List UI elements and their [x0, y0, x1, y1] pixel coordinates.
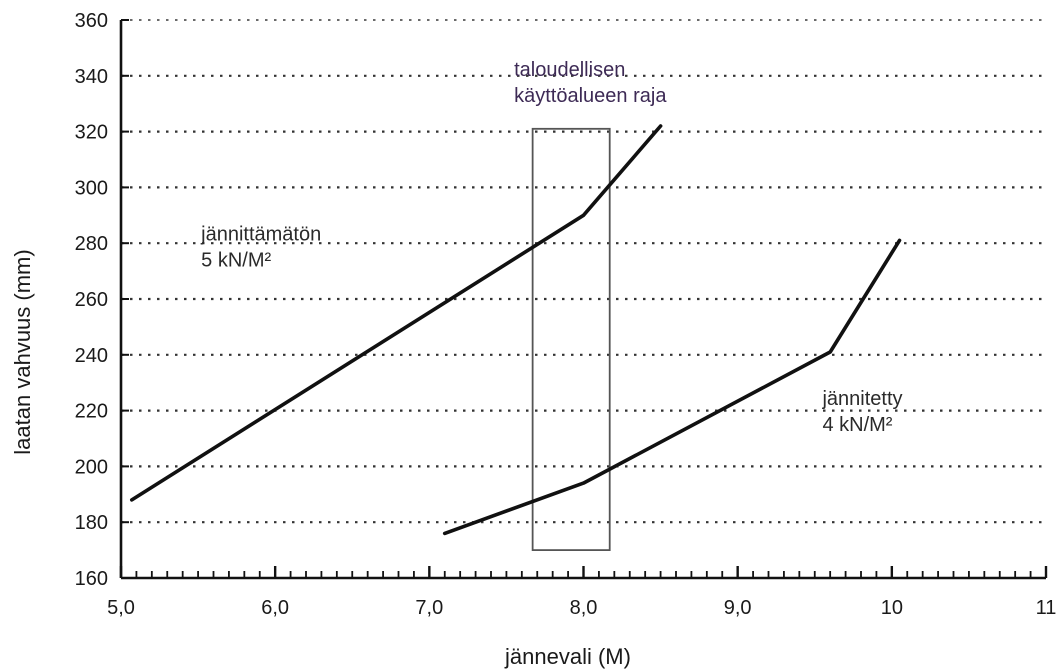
x-tick-label-0: 5,0	[107, 597, 135, 619]
y-tick-label-5: 260	[75, 289, 108, 311]
y-axis-ticks: 160 180 200 220 240 260 280 300 320 340 360	[75, 10, 129, 590]
annotation-1-line-2: käyttöalueen raja	[514, 85, 667, 107]
annotation-3: jännitetty 4 kN/M²	[821, 388, 902, 436]
y-tick-label-8: 320	[75, 122, 108, 144]
series-line-1	[130, 124, 663, 502]
y-tick-label-4: 240	[75, 345, 108, 367]
series-line-2	[442, 238, 902, 536]
series-lines	[130, 124, 902, 536]
x-tick-label-1: 6,0	[261, 597, 289, 619]
y-tick-label-10: 360	[75, 10, 108, 32]
annotation-2-line-1: jännittämätön	[200, 223, 321, 245]
y-tick-label-0: 160	[75, 568, 108, 590]
y-tick-label-6: 280	[75, 233, 108, 255]
annotation-2: jännittämätön 5 kN/M²	[200, 223, 321, 271]
annotation-1: taloudellisen käyttöalueen raja	[514, 59, 667, 107]
y-axis-title: laatan vahvuus (mm)	[10, 249, 35, 454]
annotation-3-line-1: jännitetty	[821, 388, 902, 410]
economic-range-box	[531, 127, 611, 552]
gridlines	[121, 74, 1046, 524]
annotation-2-line-2: 5 kN/M²	[201, 249, 271, 271]
y-tick-label-7: 300	[75, 177, 108, 199]
y-tick-label-1: 180	[75, 512, 108, 534]
annotation-3-line-2: 4 kN/M²	[822, 414, 892, 436]
y-tick-label-3: 220	[75, 401, 108, 423]
annotations: taloudellisen käyttöalueen raja jännittämä…	[200, 59, 902, 436]
x-tick-label-3: 8,0	[570, 597, 598, 619]
x-tick-label-5: 10	[881, 597, 903, 619]
x-tick-label-6: 11	[1036, 597, 1057, 619]
y-tick-label-2: 200	[75, 456, 108, 478]
x-axis-title: jännevali (M)	[504, 644, 631, 669]
y-tick-label-9: 340	[75, 66, 108, 88]
x-tick-label-2: 7,0	[415, 597, 443, 619]
annotation-1-line-1: taloudellisen	[514, 59, 625, 81]
x-tick-label-4: 9,0	[724, 597, 752, 619]
economic-range-rect	[531, 127, 611, 552]
x-axis-ticks: 5,0 6,0 7,0 8,0 9,0 10 11	[107, 566, 1056, 619]
